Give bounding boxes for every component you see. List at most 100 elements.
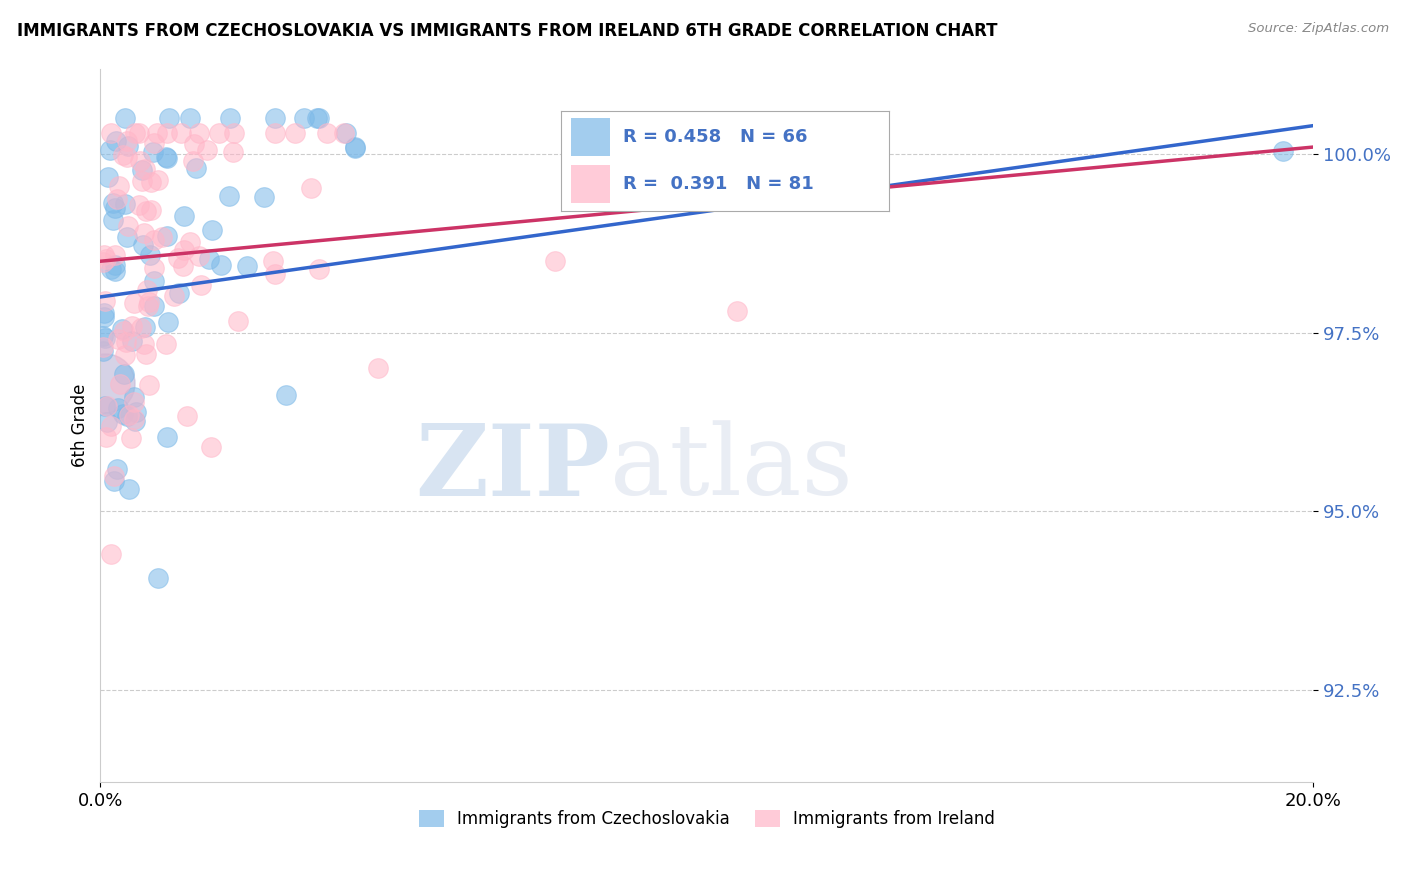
Point	[112, 368, 135, 382]
Point	[294, 112, 316, 126]
Point	[135, 283, 157, 297]
Point	[93, 340, 115, 354]
Point	[93, 331, 115, 345]
Point	[181, 154, 204, 169]
Point	[94, 293, 117, 308]
Point	[143, 260, 166, 275]
Text: IMMIGRANTS FROM CZECHOSLOVAKIA VS IMMIGRANTS FROM IRELAND 6TH GRADE CORRELATION : IMMIGRANTS FROM CZECHOSLOVAKIA VS IMMIGR…	[17, 22, 997, 40]
Point	[100, 262, 122, 277]
Point	[94, 376, 117, 390]
Point	[218, 189, 240, 203]
Point	[335, 127, 357, 141]
Point	[115, 150, 138, 164]
Point	[219, 112, 242, 126]
Point	[122, 296, 145, 310]
Point	[134, 336, 156, 351]
Point	[104, 258, 127, 272]
Point	[94, 399, 117, 413]
Point	[105, 462, 128, 476]
Point	[264, 126, 287, 140]
Point	[301, 180, 323, 194]
Point	[94, 429, 117, 443]
Point	[544, 254, 567, 268]
Point	[122, 411, 145, 425]
Point	[333, 126, 356, 140]
Point	[118, 482, 141, 496]
Point	[105, 134, 128, 148]
Point	[93, 248, 115, 262]
Text: atlas: atlas	[610, 420, 852, 516]
Point	[117, 219, 139, 234]
Point	[100, 126, 122, 140]
Point	[308, 262, 330, 277]
Point	[155, 337, 177, 351]
Point	[209, 258, 232, 272]
Text: ZIP: ZIP	[415, 420, 610, 516]
Point	[224, 126, 246, 140]
Point	[112, 407, 135, 421]
Point	[226, 314, 249, 328]
Point	[315, 126, 337, 140]
Point	[157, 112, 180, 126]
Point	[143, 136, 166, 150]
Y-axis label: 6th Grade: 6th Grade	[72, 384, 89, 467]
Point	[173, 210, 195, 224]
Point	[125, 405, 148, 419]
Point	[121, 318, 143, 333]
Point	[96, 415, 118, 429]
Point	[93, 306, 115, 320]
Point	[235, 259, 257, 273]
Point	[107, 333, 129, 347]
Point	[139, 175, 162, 189]
Point	[169, 286, 191, 301]
Point	[162, 288, 184, 302]
Point	[725, 304, 748, 318]
Point	[131, 238, 153, 252]
Point	[344, 141, 367, 155]
Point	[108, 377, 131, 392]
Point	[167, 251, 190, 265]
Point	[101, 212, 124, 227]
Point	[129, 154, 152, 169]
Point	[187, 249, 209, 263]
Point	[100, 418, 122, 433]
Point	[183, 136, 205, 151]
Point	[94, 376, 117, 390]
Point	[101, 196, 124, 211]
Legend: Immigrants from Czechoslovakia, Immigrants from Ireland: Immigrants from Czechoslovakia, Immigran…	[412, 803, 1001, 835]
Point	[139, 248, 162, 262]
Point	[115, 334, 138, 349]
Point	[124, 414, 146, 428]
Point	[262, 254, 284, 268]
Point	[343, 140, 366, 154]
Point	[105, 193, 128, 207]
Point	[115, 230, 138, 244]
Point	[187, 126, 209, 140]
Point	[200, 440, 222, 454]
Point	[93, 310, 115, 325]
Point	[156, 229, 179, 244]
Point	[128, 126, 150, 140]
Point	[150, 230, 173, 244]
Point	[172, 259, 194, 273]
Point	[112, 324, 135, 338]
Point	[148, 173, 170, 187]
Point	[156, 430, 179, 444]
Point	[131, 174, 153, 188]
Point	[170, 126, 193, 140]
Point	[142, 145, 165, 159]
Point	[131, 162, 153, 177]
Point	[138, 294, 160, 309]
Point	[155, 150, 177, 164]
Point	[305, 112, 328, 126]
Point	[115, 135, 138, 149]
Point	[136, 298, 159, 312]
Point	[156, 151, 179, 165]
Point	[107, 401, 129, 415]
Point	[104, 201, 127, 215]
Point	[190, 277, 212, 292]
Point	[124, 126, 146, 140]
Point	[122, 390, 145, 404]
Point	[157, 315, 180, 329]
Point	[156, 126, 179, 140]
